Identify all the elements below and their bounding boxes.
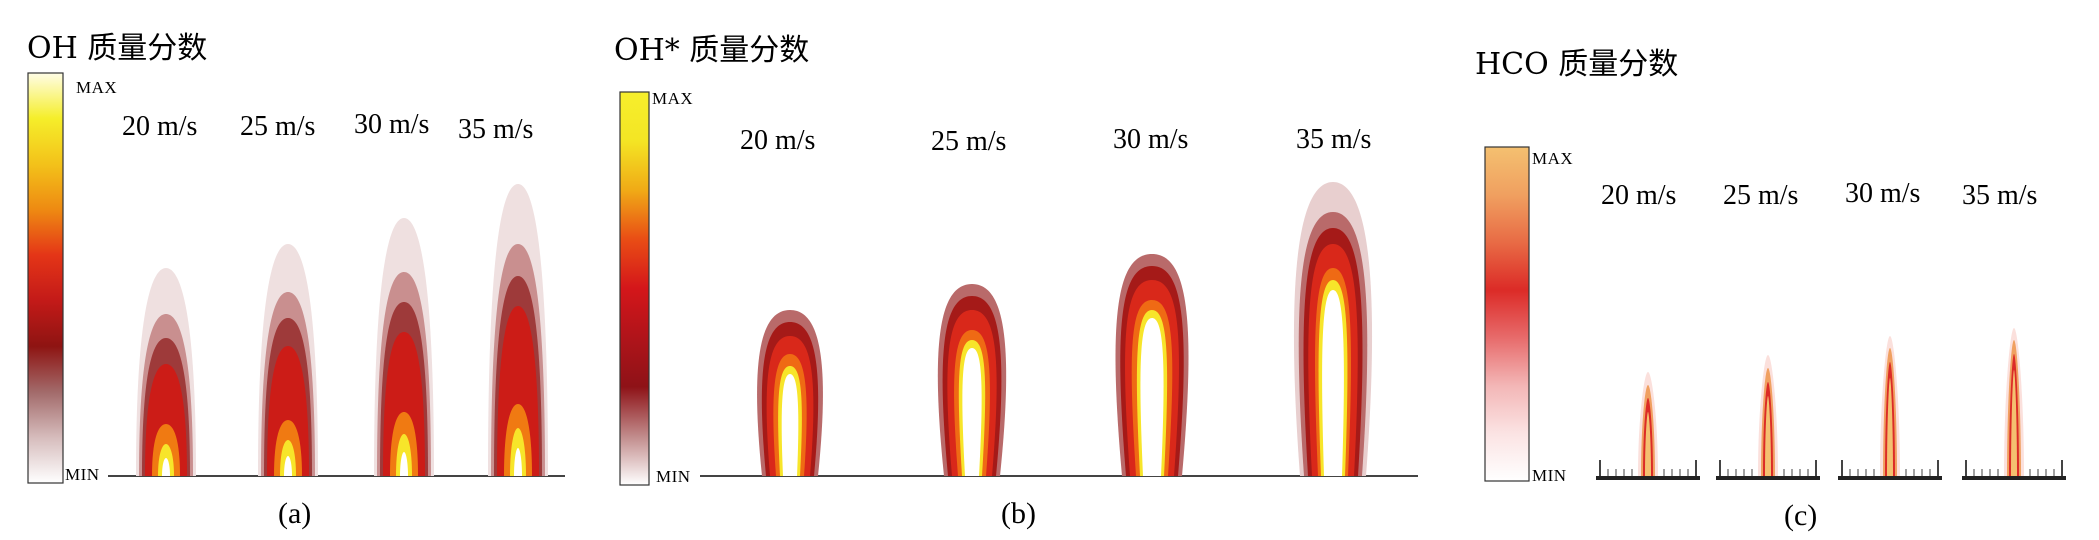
panel-a-speed-30: 30 m/s — [354, 109, 429, 140]
panel-a-flame-30 — [374, 218, 434, 476]
panel-c-caption: (c) — [1784, 499, 1817, 532]
panel-b: OH* 质量分数 MAX MIN 20 m/s 25 m/s 30 m/s 35… — [614, 33, 1418, 530]
panel-b-scale-min: MIN — [656, 467, 691, 486]
panel-a-scale-max: MAX — [76, 78, 117, 97]
panel-a-speed-25: 25 m/s — [240, 111, 315, 142]
panel-a-flame-20 — [136, 268, 196, 476]
panel-c-flame-35 — [2004, 328, 2024, 476]
panel-c-scale-min: MIN — [1532, 466, 1567, 485]
panel-c-title: HCO 质量分数 — [1475, 47, 1678, 82]
panel-c-flame-20 — [1638, 372, 1658, 476]
panel-c-ticks — [1599, 460, 2063, 476]
panel-b-title: OH* 质量分数 — [614, 33, 809, 68]
panel-c-speed-25: 25 m/s — [1723, 180, 1798, 211]
panel-b-speed-35: 35 m/s — [1296, 124, 1371, 155]
panel-a: OH 质量分数 MAX MIN 20 m/s 25 m/s 30 m/s 35 … — [27, 31, 565, 530]
panel-a-colorbar — [27, 72, 64, 484]
panel-c-scale-max: MAX — [1532, 149, 1573, 168]
panel-a-flame-35 — [488, 184, 548, 476]
panel-a-title: OH 质量分数 — [27, 31, 207, 66]
panel-b-caption: (b) — [1001, 497, 1036, 530]
panel-a-caption: (a) — [278, 497, 311, 530]
panel-c-flame-30 — [1880, 336, 1900, 476]
panel-a-speed-20: 20 m/s — [122, 111, 197, 142]
panel-b-flame-25 — [937, 284, 1007, 476]
panel-b-colorbar — [619, 91, 650, 486]
panel-c-speed-30: 30 m/s — [1845, 178, 1920, 209]
panel-b-speed-25: 25 m/s — [931, 126, 1006, 157]
panel-b-speed-20: 20 m/s — [740, 125, 815, 156]
panel-c-speed-35: 35 m/s — [1962, 180, 2037, 211]
panel-c-colorbar — [1484, 146, 1530, 482]
panel-b-speed-30: 30 m/s — [1113, 124, 1188, 155]
panel-c-flame-25 — [1758, 355, 1778, 476]
panel-a-flame-25 — [258, 244, 318, 476]
panel-c-speed-20: 20 m/s — [1601, 180, 1676, 211]
panel-b-flame-30 — [1115, 254, 1189, 476]
panel-b-scale-max: MAX — [652, 89, 693, 108]
panel-b-flame-35 — [1293, 182, 1373, 476]
panel-b-flame-20 — [757, 310, 823, 476]
panel-a-speed-35: 35 m/s — [458, 114, 533, 145]
panel-c: HCO 质量分数 MAX MIN 20 m/s 25 m/s 30 m/s 35… — [1475, 47, 2066, 532]
panel-a-scale-min: MIN — [65, 465, 100, 484]
